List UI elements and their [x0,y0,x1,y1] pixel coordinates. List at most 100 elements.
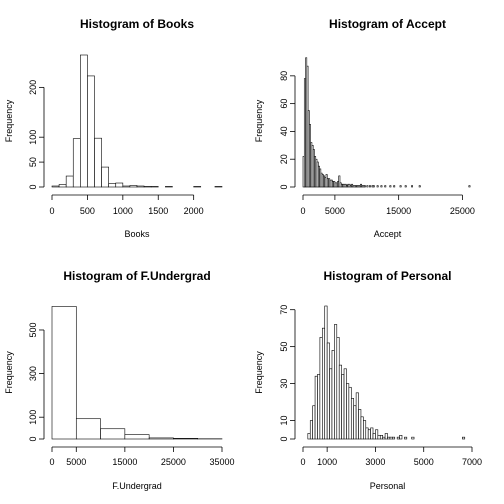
histogram-bar [309,420,313,440]
histogram-bar [363,420,367,440]
y-tick-label: 200 [28,80,38,95]
histogram-bar [58,184,67,188]
y-tick-label: 0 [279,184,289,189]
histogram-bar [312,405,316,440]
histogram-bar [148,437,174,440]
chart-title: Histogram of Personal [323,269,451,283]
y-tick-label: 50 [279,342,289,352]
x-tick-label: 5000 [325,206,345,216]
x-axis-label: Books [124,229,150,239]
y-tick-label: 0 [279,436,289,441]
histogram-bar [366,185,369,188]
y-tick-label: 40 [279,126,289,136]
x-tick-label: 1000 [317,457,337,467]
x-tick-label: 1500 [148,206,168,216]
x-tick-label: 15000 [112,457,137,467]
histogram-bar [100,428,126,440]
histogram-bar [392,436,396,440]
y-tick-label: 100 [28,130,38,145]
histogram-bar [396,436,400,440]
x-axis-label: F.Undergrad [112,481,162,491]
x-axis-label: Accept [374,229,402,239]
x-tick-label: 15000 [386,206,411,216]
histogram-bar [124,434,150,440]
histogram-bar [122,185,131,188]
y-tick-label: 70 [279,305,289,315]
histogram-bar [94,137,102,188]
y-tick-label: 50 [28,157,38,167]
histogram-bar [319,337,323,440]
histogram-bar [75,418,101,440]
x-axis-label: Personal [370,481,406,491]
y-tick-label: 80 [279,71,289,81]
histogram-bar [80,54,88,188]
histogram-bars [307,305,466,440]
histogram-bar [404,436,408,440]
x-tick-label: 500 [80,206,95,216]
histogram-bar [384,185,387,188]
histogram-bar [108,183,117,188]
histogram-bar [372,433,376,440]
x-tick-label: 3000 [365,457,385,467]
histogram-bar [72,138,81,188]
x-tick-label: 1000 [113,206,133,216]
histogram-bar [353,405,357,440]
histogram-bar [324,305,328,440]
histogram-bar [365,427,369,440]
y-axis-label: Frequency [254,99,264,142]
histogram-bar [338,175,341,188]
histogram-bar [367,429,371,440]
histogram-bar [372,185,375,188]
histogram-bar [379,435,383,440]
histogram-bar [399,435,403,440]
histogram-bar [350,398,354,440]
histogram-bar [393,185,396,188]
histogram-bar [411,436,415,440]
y-tick-label: 100 [28,410,38,425]
histogram-bar [369,185,371,188]
histogram-bar [375,429,379,440]
x-tick-label: 0 [49,206,54,216]
y-tick-label: 20 [279,154,289,164]
y-axis-label: Frequency [4,99,14,142]
y-axis-label: Frequency [4,351,14,394]
histogram-bar [51,185,60,188]
histogram-bar [331,350,335,440]
y-tick-label: 500 [28,322,38,337]
histogram-bar [380,185,383,188]
histogram-bar [389,185,392,188]
histogram-bar [377,435,381,440]
histogram-bar [382,436,386,440]
histogram-bar [115,182,124,188]
histogram-bar [346,383,350,440]
histogram-bar [65,175,74,188]
x-tick-label: 25000 [161,457,186,467]
chart-title: Histogram of F.Undergrad [63,269,210,283]
histogram-panel-2: Histogram of Accept Accept Frequency 0 5000 1… [254,17,475,239]
x-tick-label: 35000 [209,457,234,467]
histogram-bar [136,185,145,188]
y-axis-label: Frequency [254,351,264,394]
histogram-bar [322,327,326,440]
histogram-bar [363,185,366,188]
histogram-bar [317,374,321,440]
histogram-bar [360,416,364,440]
x-tick-label: 25000 [450,206,475,216]
histogram-bar [129,185,138,188]
histogram-bar [468,185,471,188]
y-tick-label: 60 [279,99,289,109]
histogram-bars [51,306,223,440]
histogram-bar [411,185,413,188]
histogram-bar [326,342,330,440]
histogram-bar [329,368,333,440]
chart-title: Histogram of Accept [329,17,446,31]
histogram-bar [348,386,352,440]
histogram-bars [51,54,223,188]
x-tick-label: 2000 [184,206,204,216]
histogram-bar [341,374,345,440]
histogram-bar [389,436,393,440]
histogram-bar [355,392,359,440]
histogram-bar [370,427,374,440]
y-tick-label: 300 [28,366,38,381]
